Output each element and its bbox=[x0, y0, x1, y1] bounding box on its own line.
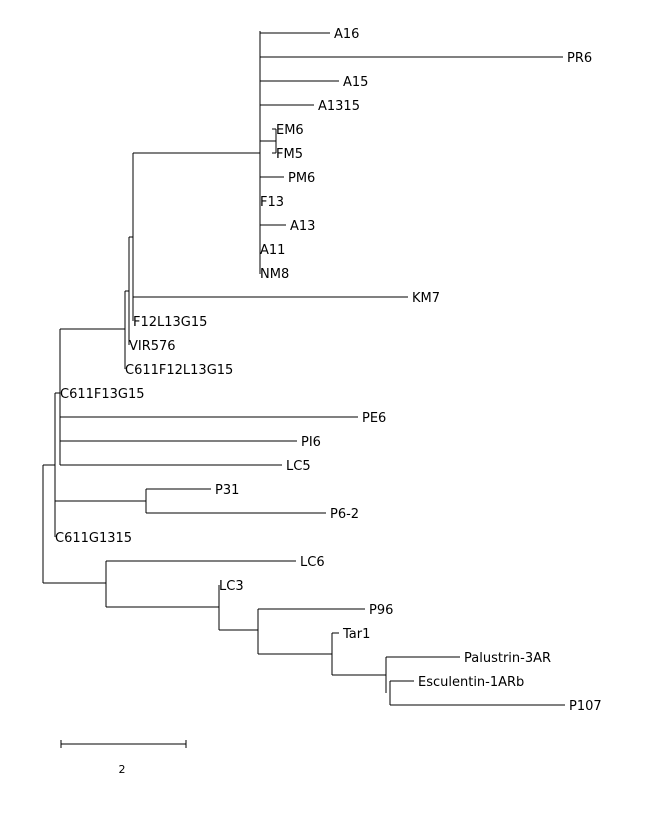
leaf-label-p96: P96 bbox=[369, 603, 393, 618]
tree-branches bbox=[42, 31, 565, 706]
leaf-label-a11: A11 bbox=[260, 243, 285, 258]
leaf-label-c611g1315: C611G1315 bbox=[55, 531, 132, 546]
leaf-labels: A16 PR6 A15 A1315 EM6 FM5 PM6 F13 A13 A11 NM8 KM7 F1… bbox=[55, 27, 602, 714]
leaf-label-c611f12l13g15: C611F12L13G15 bbox=[125, 363, 233, 378]
scale-bar: 2 bbox=[60, 740, 187, 776]
leaf-label-vir576: VIR576 bbox=[129, 339, 176, 354]
leaf-label-c611f13g15: C611F13G15 bbox=[60, 387, 145, 402]
leaf-label-tar1: Tar1 bbox=[342, 627, 370, 642]
leaf-label-f13: F13 bbox=[260, 195, 284, 210]
leaf-label-p107: P107 bbox=[569, 699, 602, 714]
leaf-label-a13: A13 bbox=[290, 219, 315, 234]
leaf-label-pm6: PM6 bbox=[288, 171, 315, 186]
leaf-label-pi6: PI6 bbox=[301, 435, 321, 450]
scale-bar-label: 2 bbox=[119, 763, 126, 776]
leaf-label-a1315: A1315 bbox=[318, 99, 360, 114]
leaf-label-f12l13g15: F12L13G15 bbox=[133, 315, 207, 330]
leaf-label-pe6: PE6 bbox=[362, 411, 386, 426]
leaf-label-pr6: PR6 bbox=[567, 51, 592, 66]
leaf-label-em6: EM6 bbox=[276, 123, 304, 138]
leaf-label-p6-2: P6-2 bbox=[330, 507, 359, 522]
leaf-label-p31: P31 bbox=[215, 483, 239, 498]
leaf-label-lc6: LC6 bbox=[300, 555, 325, 570]
leaf-label-lc3: LC3 bbox=[219, 579, 244, 594]
leaf-label-a16: A16 bbox=[334, 27, 359, 42]
leaf-label-esculentin-1arb: Esculentin-1ARb bbox=[418, 675, 524, 690]
leaf-label-nm8: NM8 bbox=[260, 267, 289, 282]
leaf-label-fm5: FM5 bbox=[276, 147, 303, 162]
leaf-label-lc5: LC5 bbox=[286, 459, 311, 474]
leaf-label-a15: A15 bbox=[343, 75, 368, 90]
leaf-label-km7: KM7 bbox=[412, 291, 440, 306]
leaf-label-palustrin-3ar: Palustrin-3AR bbox=[464, 651, 551, 666]
